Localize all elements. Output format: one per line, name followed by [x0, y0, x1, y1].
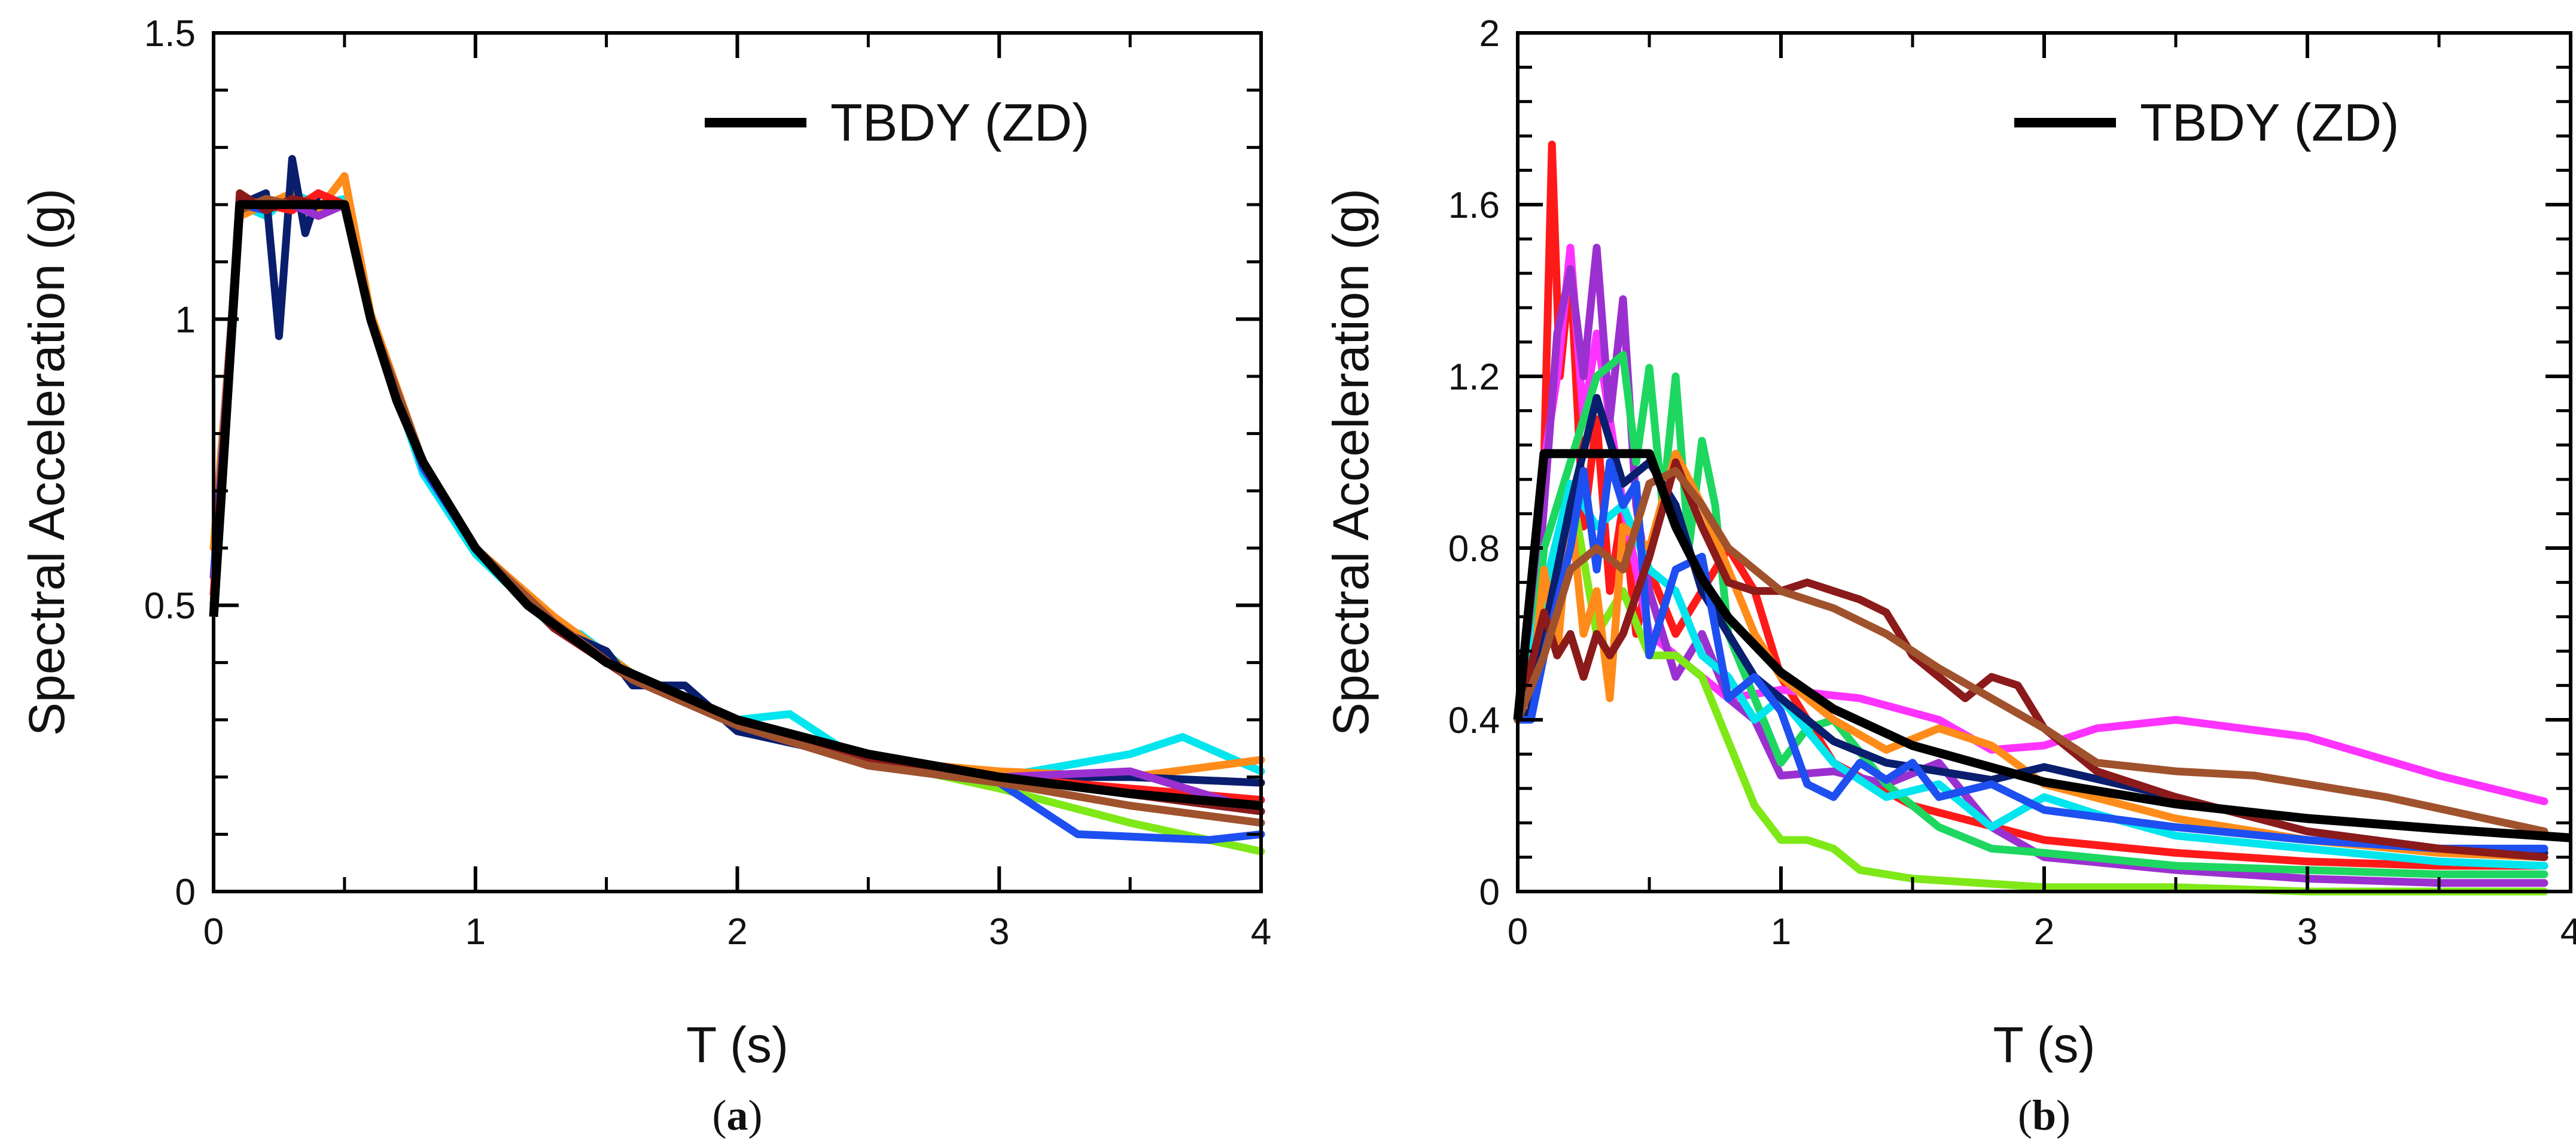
panel-a-caption-letter: a	[727, 1091, 748, 1139]
panel-a-ticks: 0 1 2 3 4 0 0.5 1 1.5	[144, 13, 1271, 953]
panel-a-xtick-label: 4	[1251, 911, 1271, 953]
panel-a: 0 1 2 3 4 0 0.5 1 1.5 TBDY (ZD) T (s) Spectral A…	[19, 13, 1271, 1139]
panel-b-ytick-label: 0	[1479, 872, 1500, 913]
panel-a-ytick-label: 0	[175, 872, 196, 913]
panel-b: 0 1 2 3 4 0 0.4 0.8 1.2 1.6 2 TBDY (ZD) T (s) Spec…	[1323, 13, 2576, 1139]
panel-b-ytick-label: 2	[1479, 13, 1500, 54]
panel-a-tbdy-spectrum-line	[209, 200, 1262, 810]
panel-b-design-spectrum	[1513, 449, 2571, 842]
panel-b-ticks: 0 1 2 3 4 0 0.4 0.8 1.2 1.6 2	[1448, 13, 2576, 953]
panel-a-ytick-label: 0.5	[144, 586, 196, 627]
panel-b-tbdy-spectrum-line	[1513, 449, 2571, 842]
panel-b-xtick-label: 2	[2034, 911, 2054, 953]
panel-a-legend: TBDY (ZD)	[705, 93, 1089, 152]
panel-a-ytick-label: 1.5	[144, 13, 196, 54]
panel-a-x-axis-label: T (s)	[686, 1017, 788, 1073]
panel-b-legend: TBDY (ZD)	[2014, 93, 2399, 152]
panel-a-legend-label: TBDY (ZD)	[830, 93, 1089, 152]
panel-b-caption-letter: b	[2032, 1091, 2056, 1139]
panel-b-series-line-gm11	[1514, 467, 2548, 835]
panel-a-series-line-gm9	[209, 194, 1265, 827]
panel-b-ytick-label: 1.2	[1448, 357, 1500, 398]
panel-a-series-line-gm2	[209, 189, 1265, 781]
panel-b-xtick-label: 3	[2297, 911, 2318, 953]
panel-a-xtick-label: 0	[203, 911, 224, 953]
panel-b-y-axis-label: Spectral Acceleration (g)	[1323, 188, 1379, 736]
panel-b-series-line-gm9	[1514, 458, 2548, 853]
panel-a-xtick-label: 1	[465, 911, 486, 953]
panel-b-series-line-gm5	[1514, 479, 2548, 896]
panel-a-xtick-label: 2	[727, 911, 747, 953]
panel-b-xtick-label: 4	[2560, 911, 2576, 953]
panel-b-series	[1514, 141, 2548, 896]
panel-b-series-line-gm4	[1514, 351, 2548, 878]
panel-a-series-line-gm4	[209, 155, 1265, 787]
panel-a-xtick-label: 3	[989, 911, 1009, 953]
panel-a-series-line-gm3	[209, 172, 1265, 781]
panel-b-ytick-label: 0.8	[1448, 528, 1500, 570]
panel-a-series-line-gm6	[209, 189, 1265, 804]
panel-a-ytick-label: 1	[175, 299, 196, 340]
panel-b-xtick-label: 1	[1771, 911, 1791, 953]
panel-a-plot-frame	[212, 31, 1263, 893]
panel-b-series-line-gm3	[1514, 244, 2548, 887]
panel-b-caption: (b)	[2018, 1091, 2070, 1139]
panel-a-series	[209, 155, 1265, 856]
panel-b-x-axis-label: T (s)	[1993, 1017, 2095, 1073]
panel-a-design-spectrum	[209, 200, 1262, 810]
panel-b-xtick-label: 0	[1508, 911, 1528, 953]
panel-a-caption: (a)	[712, 1091, 763, 1139]
panel-b-legend-label: TBDY (ZD)	[2140, 93, 2399, 152]
panel-a-y-axis-label: Spectral Acceleration (g)	[19, 188, 75, 736]
panel-b-ytick-label: 1.6	[1448, 185, 1500, 226]
panel-b-ytick-label: 0.4	[1448, 700, 1500, 741]
